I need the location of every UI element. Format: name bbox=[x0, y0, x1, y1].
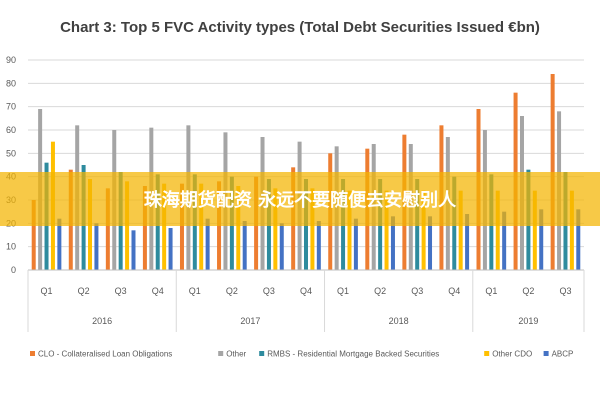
bar bbox=[316, 221, 321, 270]
x-tick-label: Q1 bbox=[41, 286, 53, 296]
legend: CLO - Collateralised Loan Obligations Oth… bbox=[30, 350, 573, 359]
bar bbox=[569, 190, 574, 270]
bar bbox=[131, 230, 136, 270]
x-tick-label: Q2 bbox=[374, 286, 386, 296]
x-tick-label: Q1 bbox=[485, 286, 497, 296]
legend-swatch bbox=[218, 351, 224, 356]
bar bbox=[576, 209, 581, 270]
legend-item: CLO - Collateralised Loan Obligations bbox=[30, 350, 172, 359]
bar bbox=[205, 218, 210, 270]
legend-label: CLO - Collateralised Loan Obligations bbox=[38, 350, 172, 359]
chart-title: Chart 3: Top 5 FVC Activity types (Total… bbox=[60, 19, 540, 36]
x-tick-label: Q4 bbox=[300, 286, 312, 296]
x-tick-label: Q1 bbox=[189, 286, 201, 296]
bar bbox=[242, 221, 247, 270]
watermark-text: 珠海期货配资 永远不要随便去安慰别人 bbox=[144, 189, 457, 211]
bar bbox=[142, 186, 147, 270]
bar bbox=[310, 188, 315, 270]
bar bbox=[273, 188, 278, 270]
legend-item: Other bbox=[218, 350, 247, 359]
x-axis: Q1 Q2 Q3 Q4 Q1 Q2 Q3 Q4 Q1 Q2 Q3 Q4 Q1 Q2 Q3 2016 2017 20… bbox=[27, 269, 585, 332]
legend-label: RMBS - Residential Mortgage Backed Secur… bbox=[267, 350, 439, 359]
bar bbox=[105, 188, 110, 270]
bar bbox=[162, 183, 167, 270]
bar bbox=[465, 214, 470, 270]
legend-swatch bbox=[30, 351, 35, 356]
x-tick-label: Q4 bbox=[152, 286, 164, 296]
x-tick-label: Q3 bbox=[263, 286, 275, 296]
bar bbox=[57, 218, 62, 270]
legend-swatch bbox=[484, 351, 490, 356]
bar bbox=[179, 183, 184, 270]
group-label: 2017 bbox=[240, 316, 260, 326]
x-tick-label: Q3 bbox=[115, 286, 127, 296]
x-tick-label: Q2 bbox=[226, 286, 238, 296]
legend-label: ABCP bbox=[552, 350, 574, 359]
y-tick-label: 70 bbox=[6, 102, 16, 112]
group-label: 2018 bbox=[389, 316, 409, 326]
bar bbox=[495, 190, 500, 270]
bar bbox=[353, 218, 358, 270]
x-tick-label: Q3 bbox=[411, 286, 423, 296]
bar bbox=[532, 190, 537, 270]
legend-item: ABCP bbox=[543, 350, 574, 359]
y-tick-label: 60 bbox=[6, 125, 16, 135]
bar bbox=[31, 200, 36, 270]
legend-item: Other CDO bbox=[484, 350, 532, 359]
bar bbox=[279, 223, 284, 270]
legend-item: RMBS - Residential Mortgage Backed Secur… bbox=[259, 350, 439, 359]
bar bbox=[168, 228, 173, 270]
bar bbox=[502, 211, 507, 270]
bar bbox=[236, 186, 241, 270]
x-tick-label: Q2 bbox=[78, 286, 90, 296]
bar bbox=[421, 190, 426, 270]
bar bbox=[199, 183, 204, 270]
legend-label: Other CDO bbox=[492, 350, 532, 359]
legend-swatch bbox=[543, 351, 549, 356]
bar bbox=[347, 190, 352, 270]
x-tick-label: Q3 bbox=[559, 286, 571, 296]
group-label: 2016 bbox=[92, 316, 112, 326]
y-tick-label: 10 bbox=[6, 242, 16, 252]
bar bbox=[539, 209, 544, 270]
watermark-band bbox=[0, 172, 600, 226]
y-tick-label: 0 bbox=[11, 265, 16, 275]
bar bbox=[390, 216, 395, 270]
x-tick-label: Q2 bbox=[522, 286, 534, 296]
y-tick-label: 80 bbox=[6, 78, 16, 88]
bar bbox=[384, 190, 389, 270]
group-label: 2019 bbox=[518, 316, 538, 326]
legend-swatch bbox=[259, 351, 265, 356]
series-4 bbox=[57, 209, 581, 270]
watermark-banner: 珠海期货配资 永远不要随便去安慰别人 bbox=[0, 172, 600, 226]
y-tick-label: 50 bbox=[6, 148, 16, 158]
y-tick-label: 90 bbox=[6, 55, 16, 65]
bar bbox=[458, 190, 463, 270]
x-tick-label: Q1 bbox=[337, 286, 349, 296]
x-tick-label: Q4 bbox=[448, 286, 460, 296]
bar bbox=[428, 216, 433, 270]
bar bbox=[94, 223, 99, 270]
legend-label: Other bbox=[226, 350, 246, 359]
